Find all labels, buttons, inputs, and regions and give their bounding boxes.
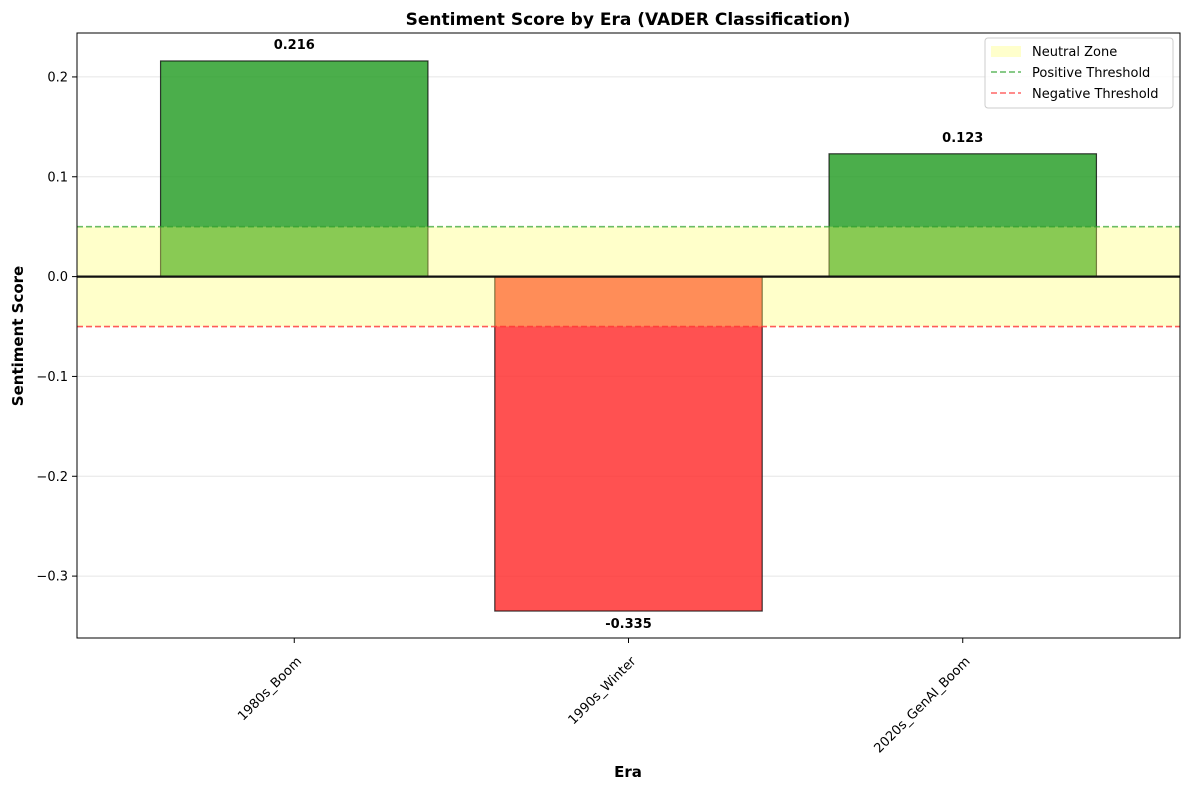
y-tick-label: −0.2	[36, 470, 68, 485]
plot-area: 0.216 -0.335 0.123 −0.3 −0.2 −0.1 0.0 0.1 0.2 198…	[36, 32, 1181, 756]
y-tick-label: −0.3	[36, 570, 68, 585]
x-tick-label: 1990s_Winter	[566, 654, 640, 728]
value-label: 0.123	[942, 131, 983, 146]
bar-2020s_genai_boom	[828, 153, 1098, 278]
legend-label-neutral-zone: Neutral Zone	[1032, 45, 1117, 60]
legend-swatch-neutral-zone	[991, 46, 1021, 57]
legend: Neutral Zone Positive Threshold Negative T…	[984, 37, 1174, 109]
legend-label-negative-threshold: Negative Threshold	[1032, 87, 1159, 102]
x-tick-label: 1980s_Boom	[235, 654, 305, 724]
chart-title: Sentiment Score by Era (VADER Classifica…	[406, 10, 851, 30]
x-axis-label: Era	[614, 763, 642, 781]
bar-1980s_boom	[159, 60, 429, 278]
x-tick-label: 2020s_GenAI_Boom	[871, 654, 973, 756]
y-tick-label: −0.1	[36, 370, 68, 385]
y-tick-label: 0.2	[47, 70, 68, 85]
value-label: -0.335	[605, 617, 652, 632]
value-label: 0.216	[274, 38, 315, 53]
legend-label-positive-threshold: Positive Threshold	[1032, 66, 1150, 81]
legend-box	[984, 37, 1174, 109]
y-axis-label: Sentiment Score	[9, 266, 27, 406]
y-tick-label: 0.1	[47, 170, 68, 185]
bar-1990s_winter	[494, 275, 763, 612]
y-tick-label: 0.0	[47, 270, 68, 285]
